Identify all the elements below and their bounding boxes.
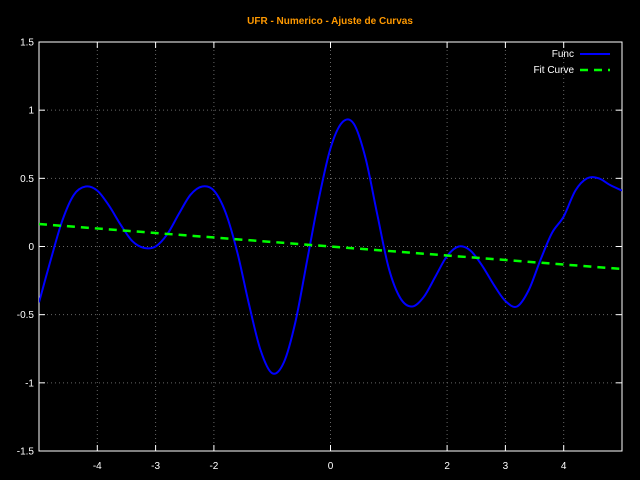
legend-label-fit-curve: Fit Curve	[533, 65, 574, 76]
legend: Func Fit Curve	[533, 49, 610, 76]
series-layer	[39, 118, 622, 375]
axes: -1.5 -1 -0.5 0 0.5 1 1.5 -4 -3 -2 0 2 3 4	[17, 38, 623, 472]
chart-title: UFR - Numerico - Ajuste de Curvas	[247, 16, 413, 27]
y-tick-label: 0	[28, 242, 34, 253]
x-tick-label: 3	[503, 461, 509, 472]
x-tick-label: -3	[151, 461, 160, 472]
x-tick-label: 2	[444, 461, 450, 472]
y-tick-label: -1	[25, 378, 34, 389]
series-line-func	[39, 118, 622, 375]
y-tick-label: -1.5	[17, 447, 35, 458]
x-tick-label: -4	[93, 461, 102, 472]
legend-label-func: Func	[552, 49, 574, 60]
x-tick-label: 4	[561, 461, 567, 472]
x-tick-label: -2	[209, 461, 218, 472]
y-tick-label: 1	[28, 106, 34, 117]
y-tick-label: 1.5	[20, 38, 34, 49]
y-tick-label: 0.5	[20, 174, 34, 185]
x-tick-label: 0	[328, 461, 334, 472]
grid	[39, 42, 622, 451]
y-tick-label: -0.5	[17, 310, 35, 321]
